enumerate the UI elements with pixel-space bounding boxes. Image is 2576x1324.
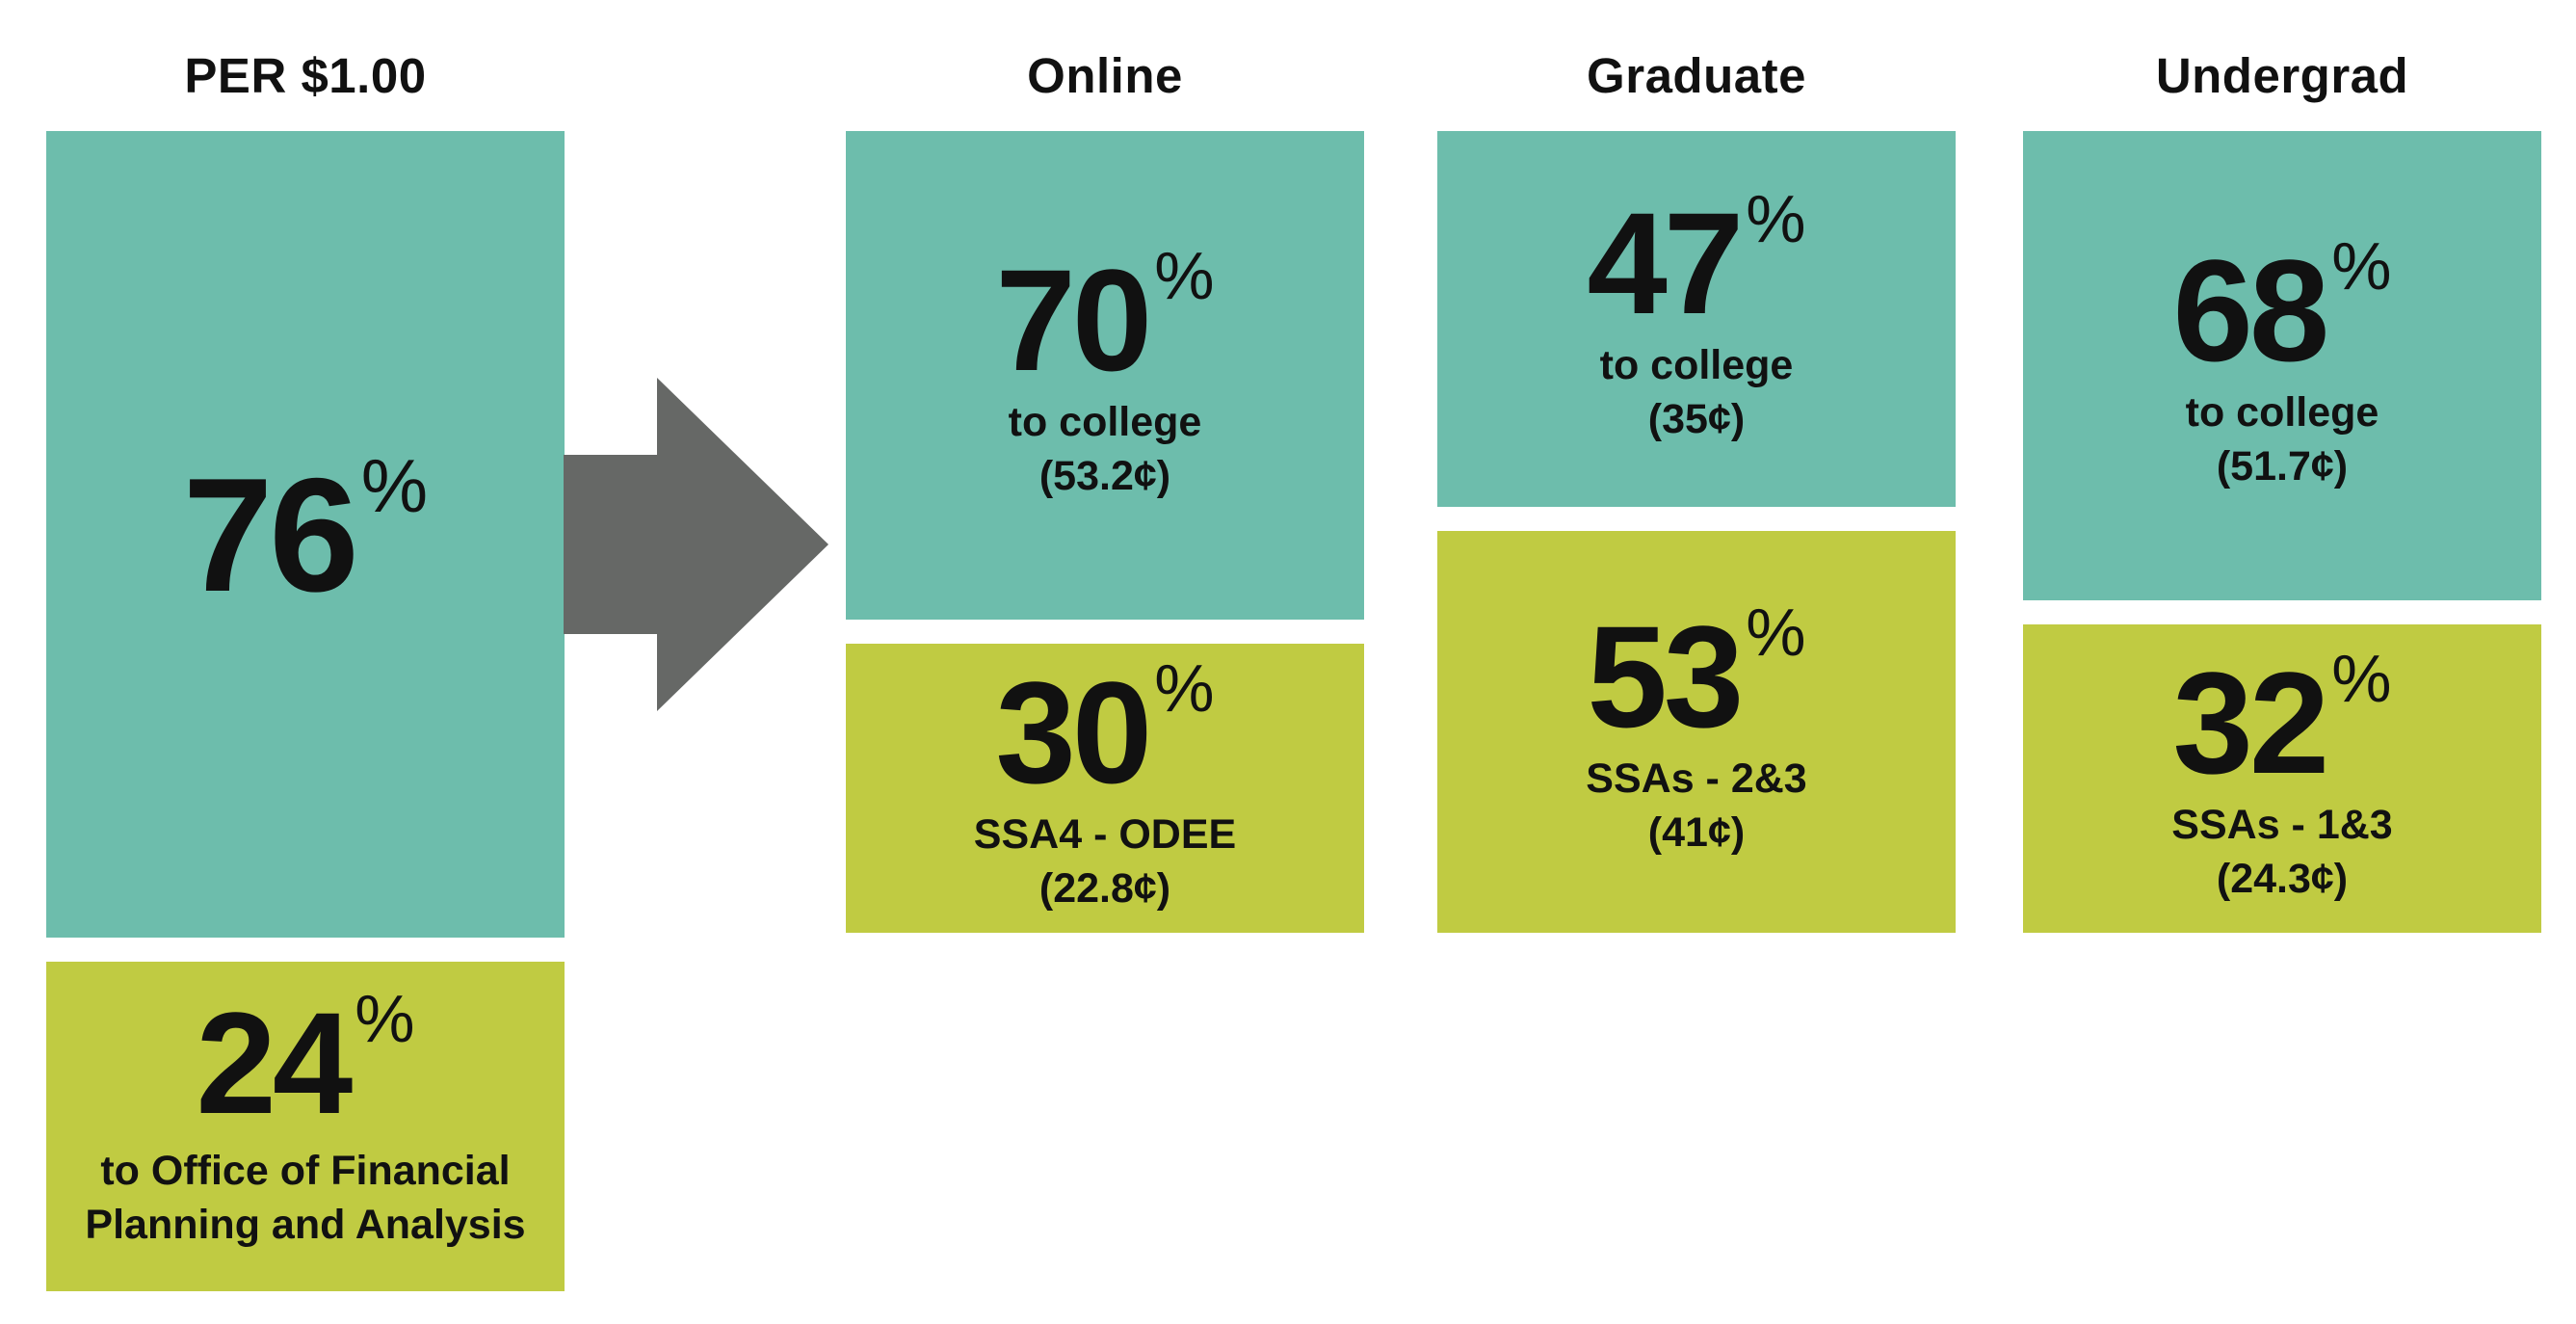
online-college-label: to college (53.2¢) (1009, 396, 1202, 504)
online-ssa-percent: 30 % (995, 651, 1214, 814)
online-ssa-label: SSA4 - ODEE (22.8¢) (974, 808, 1236, 916)
college-label: to college (2185, 388, 2379, 436)
online-heading: Online (1027, 47, 1183, 103)
percent-symbol: % (2331, 641, 2392, 717)
source-heading: PER $1.00 (184, 47, 427, 103)
percent-symbol: % (1154, 650, 1215, 727)
ssa-cents: (41¢) (1647, 808, 1746, 856)
source-office-block: 24 % to Office of Financial Planning and… (46, 962, 565, 1291)
college-label: to college (1008, 398, 1202, 445)
undergrad-ssa-block: 32 % SSAs - 1&3 (24.3¢) (2023, 624, 2541, 933)
percent-value: 32 (2172, 642, 2329, 805)
graduate-ssa-percent: 53 % (1587, 595, 1805, 757)
source-college-percent: 76 % (182, 443, 428, 625)
ssa-label: SSAs - 2&3 (1586, 755, 1807, 802)
graduate-heading: Graduate (1587, 47, 1806, 103)
ssa-label: SSAs - 1&3 (2171, 802, 2393, 849)
online-college-percent: 70 % (995, 238, 1214, 401)
graduate-ssa-block: 53 % SSAs - 2&3 (41¢) (1437, 531, 1956, 933)
graduate-college-block: 47 % to college (35¢) (1437, 131, 1956, 507)
percent-symbol: % (355, 981, 415, 1057)
ssa-label: SSA4 - ODEE (973, 811, 1237, 859)
undergrad-ssa-label: SSAs - 1&3 (24.3¢) (2171, 799, 2392, 907)
ssa-cents: (22.8¢) (1038, 865, 1171, 912)
graduate-college-percent: 47 % (1587, 182, 1805, 345)
online-college-block: 70 % to college (53.2¢) (846, 131, 1364, 620)
percent-value: 24 (196, 982, 353, 1145)
percent-symbol: % (1746, 594, 1806, 670)
source-college-block: 76 % (46, 131, 565, 938)
undergrad-heading: Undergrad (2155, 47, 2409, 103)
graduate-college-label: to college (35¢) (1600, 339, 1794, 447)
college-cents: (35¢) (1647, 396, 1746, 442)
college-cents: (51.7¢) (2216, 442, 2349, 490)
percent-symbol: % (1746, 181, 1806, 257)
undergrad-ssa-percent: 32 % (2172, 642, 2391, 805)
source-office-label: to Office of Financial Planning and Anal… (85, 1145, 525, 1253)
percent-value: 70 (995, 238, 1152, 401)
percent-symbol: % (360, 442, 429, 528)
percent-symbol: % (1154, 237, 1215, 313)
office-label-line2: Planning and Analysis (85, 1202, 526, 1248)
graduate-ssa-label: SSAs - 2&3 (41¢) (1586, 753, 1806, 861)
percent-value: 68 (2172, 228, 2329, 391)
percent-symbol: % (2331, 227, 2392, 304)
right-arrow-icon (564, 378, 828, 711)
undergrad-college-label: to college (51.7¢) (2186, 386, 2379, 494)
college-label: to college (1599, 342, 1794, 389)
online-ssa-block: 30 % SSA4 - ODEE (22.8¢) (846, 644, 1364, 933)
source-office-percent: 24 % (196, 982, 414, 1145)
percent-value: 53 (1587, 595, 1744, 757)
office-label-line1: to Office of Financial (100, 1148, 511, 1195)
percent-value: 76 (182, 443, 359, 625)
percent-value: 30 (995, 651, 1152, 814)
ssa-cents: (24.3¢) (2216, 856, 2349, 902)
undergrad-college-percent: 68 % (2172, 228, 2391, 391)
college-cents: (53.2¢) (1038, 452, 1171, 499)
percent-value: 47 (1587, 182, 1744, 345)
undergrad-college-block: 68 % to college (51.7¢) (2023, 131, 2541, 600)
